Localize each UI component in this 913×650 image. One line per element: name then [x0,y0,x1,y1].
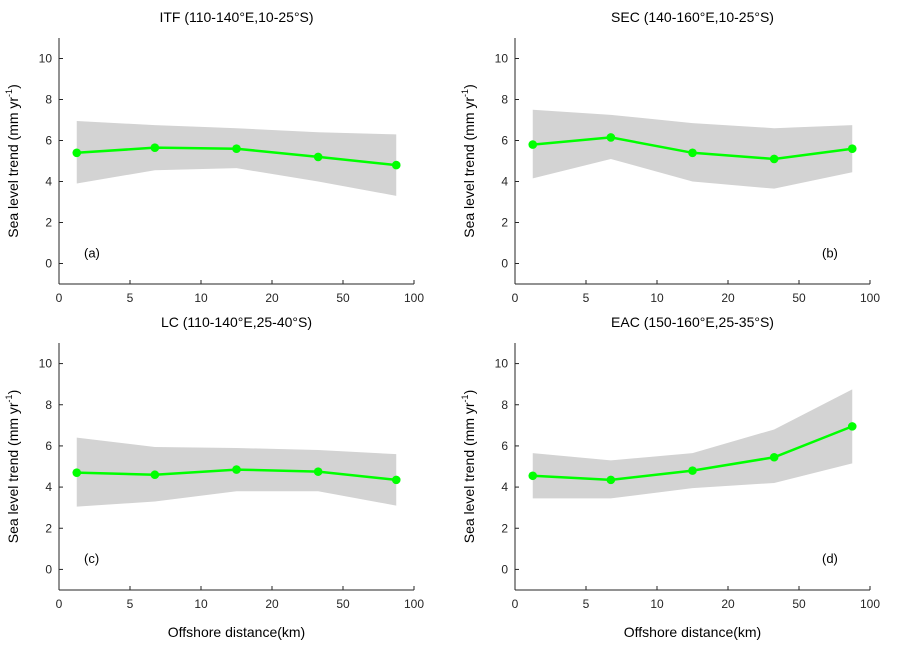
y-tick-label: 2 [45,521,52,535]
x-tick-label: 10 [650,291,664,305]
panel-title: SEC (140-160°E,10-25°S) [611,9,774,25]
trend-point [688,148,697,158]
panel-letter: (c) [84,551,99,566]
x-tick-label: 20 [721,597,735,611]
x-tick-label: 100 [860,597,880,611]
y-tick-label: 8 [45,93,52,107]
y-tick-label: 10 [39,52,53,66]
trend-point [606,475,616,485]
y-tick-label: 8 [501,398,508,412]
x-tick-label: 0 [512,291,519,305]
y-tick-label: 10 [495,52,509,66]
x-tick-label: 10 [650,597,664,611]
x-tick-label: 5 [583,291,590,305]
panel-title: EAC (150-160°E,25-35°S) [611,314,774,330]
x-tick-label: 5 [127,291,134,305]
trend-point [150,470,160,480]
x-tick-label: 50 [336,597,350,611]
y-tick-label: 6 [501,134,508,148]
y-tick-label: 4 [501,480,508,494]
y-tick-label: 0 [501,257,508,271]
y-tick-label: 0 [45,257,52,271]
y-tick-label: 10 [495,357,509,371]
y-tick-label: 8 [501,93,508,107]
trend-point [847,144,857,153]
trend-point [232,465,241,474]
trend-point [688,466,697,475]
y-tick-label: 4 [45,480,52,494]
y-tick-label: 2 [45,216,52,230]
x-tick-label: 10 [194,597,208,611]
trend-point [769,452,779,462]
x-tick-label: 0 [56,291,63,305]
trend-point [72,148,82,158]
x-tick-label: 20 [721,291,735,305]
x-tick-label: 5 [583,597,590,611]
y-tick-label: 6 [501,439,508,453]
y-axis-label: Sea level trend (mm yr-1) [4,84,21,238]
x-axis-label: Offshore distance(km) [168,624,305,640]
y-axis-label: Sea level trend (mm yr-1) [4,390,21,544]
uncertainty-band [76,121,397,196]
x-tick-label: 50 [792,597,806,611]
y-tick-label: 10 [39,357,53,371]
y-axis-label: Sea level trend (mm yr-1) [460,84,477,238]
x-tick-label: 20 [265,291,279,305]
y-tick-label: 4 [501,175,508,189]
x-tick-label: 100 [404,291,424,305]
y-tick-label: 6 [45,134,52,148]
y-tick-label: 2 [501,216,508,230]
y-tick-label: 6 [45,439,52,453]
trend-point [528,140,538,149]
y-tick-label: 0 [45,562,52,576]
x-tick-label: 50 [792,291,806,305]
x-tick-label: 100 [404,597,424,611]
y-axis-label: Sea level trend (mm yr-1) [460,390,477,544]
y-tick-label: 0 [501,562,508,576]
trend-point [72,468,82,477]
panel-title: LC (110-140°E,25-40°S) [161,314,312,330]
uncertainty-band [532,389,853,499]
x-tick-label: 100 [860,291,880,305]
x-tick-label: 0 [56,597,63,611]
panel-letter: (a) [84,245,100,260]
panel-title: ITF (110-140°E,10-25°S) [159,9,313,25]
panel-letter: (b) [822,245,838,260]
y-tick-label: 2 [501,521,508,535]
trend-point [847,422,857,431]
x-tick-label: 20 [265,597,279,611]
y-tick-label: 8 [45,398,52,412]
x-axis-label: Offshore distance(km) [624,624,761,640]
trend-point [391,475,401,485]
trend-point [150,143,160,152]
trend-point [313,152,323,162]
trend-point [528,471,538,481]
trend-point [313,467,323,476]
x-tick-label: 0 [512,597,519,611]
y-tick-label: 4 [45,175,52,189]
trend-point [606,133,616,142]
trend-point [232,144,241,153]
x-tick-label: 10 [194,291,208,305]
trend-point [769,154,779,164]
x-tick-label: 50 [336,291,350,305]
x-tick-label: 5 [127,597,134,611]
trend-point [391,160,401,170]
panel-letter: (d) [822,551,838,566]
